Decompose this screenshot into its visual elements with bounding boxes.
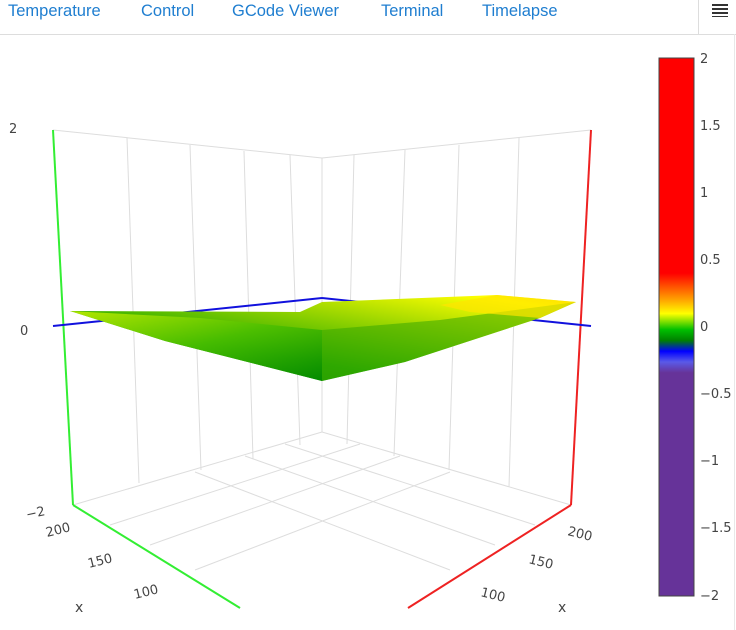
colorbar-tick-label: 0: [700, 320, 708, 335]
y-axis-ticks: 200 150 100 x: [44, 520, 160, 616]
y-tick-label: 200: [44, 520, 72, 541]
z-tick-label: 2: [9, 122, 17, 137]
tab-control[interactable]: Control: [141, 2, 195, 20]
x-axis-title: x: [558, 600, 566, 616]
tab-temperature[interactable]: Temperature: [8, 2, 101, 20]
x-floor-line: [407, 504, 572, 609]
x-axis-ticks: 200 150 100 x: [479, 524, 594, 616]
mesh-surface-highlight: [440, 295, 576, 318]
x-tick-label: 200: [566, 524, 594, 545]
colorbar-tick-label: 1.5: [700, 119, 721, 134]
colorbar-tick-label: 2: [700, 52, 708, 67]
tab-gcode-viewer[interactable]: GCode Viewer: [232, 2, 340, 20]
z-tick-label: −2: [25, 504, 47, 523]
colorbar-gradient: [658, 57, 695, 597]
grid-lines: [52, 129, 592, 609]
colorbar-tick-label: −0.5: [700, 387, 732, 402]
mesh-surface-front-right: [322, 302, 576, 381]
z-tick-label: 0: [20, 324, 28, 339]
colorbar-tick-label: −2: [700, 589, 719, 604]
colorbar-ticks: 2 1.5 1 0.5 0 −0.5 −1 −1.5 −2: [700, 52, 732, 604]
menu-toggle-button[interactable]: [698, 0, 736, 34]
colorbar-tick-label: 0.5: [700, 253, 721, 268]
tab-timelapse[interactable]: Timelapse: [482, 2, 558, 20]
y-tick-label: 150: [86, 551, 114, 572]
y-floor-line: [72, 504, 241, 609]
mesh-surface[interactable]: [70, 295, 576, 381]
hamburger-icon: [712, 4, 728, 17]
y-axis-line: [52, 129, 74, 506]
y-tick-label: 100: [132, 582, 160, 603]
colorbar-tick-label: −1.5: [700, 521, 732, 536]
panel-divider: [734, 34, 735, 630]
mesh-surface-front-left: [70, 311, 322, 381]
bed-mesh-plot[interactable]: 2 0 −2 200 150 100 x 200 150 100 x 2 1.5…: [0, 34, 736, 630]
colorbar-tick-label: −1: [700, 454, 719, 469]
tab-terminal[interactable]: Terminal: [381, 2, 444, 20]
tab-bar: Temperature Control GCode Viewer Termina…: [0, 0, 736, 35]
bed-mesh-svg[interactable]: 2 0 −2 200 150 100 x 200 150 100 x 2 1.5…: [0, 34, 736, 630]
y-axis-title: x: [75, 600, 83, 616]
z-axis-ticks: 2 0 −2: [9, 122, 47, 523]
x-axis-line: [570, 129, 592, 506]
x-tick-label: 150: [527, 552, 555, 573]
colorbar: 2 1.5 1 0.5 0 −0.5 −1 −1.5 −2: [658, 52, 732, 604]
colorbar-tick-label: 1: [700, 186, 708, 201]
x-tick-label: 100: [479, 585, 507, 606]
